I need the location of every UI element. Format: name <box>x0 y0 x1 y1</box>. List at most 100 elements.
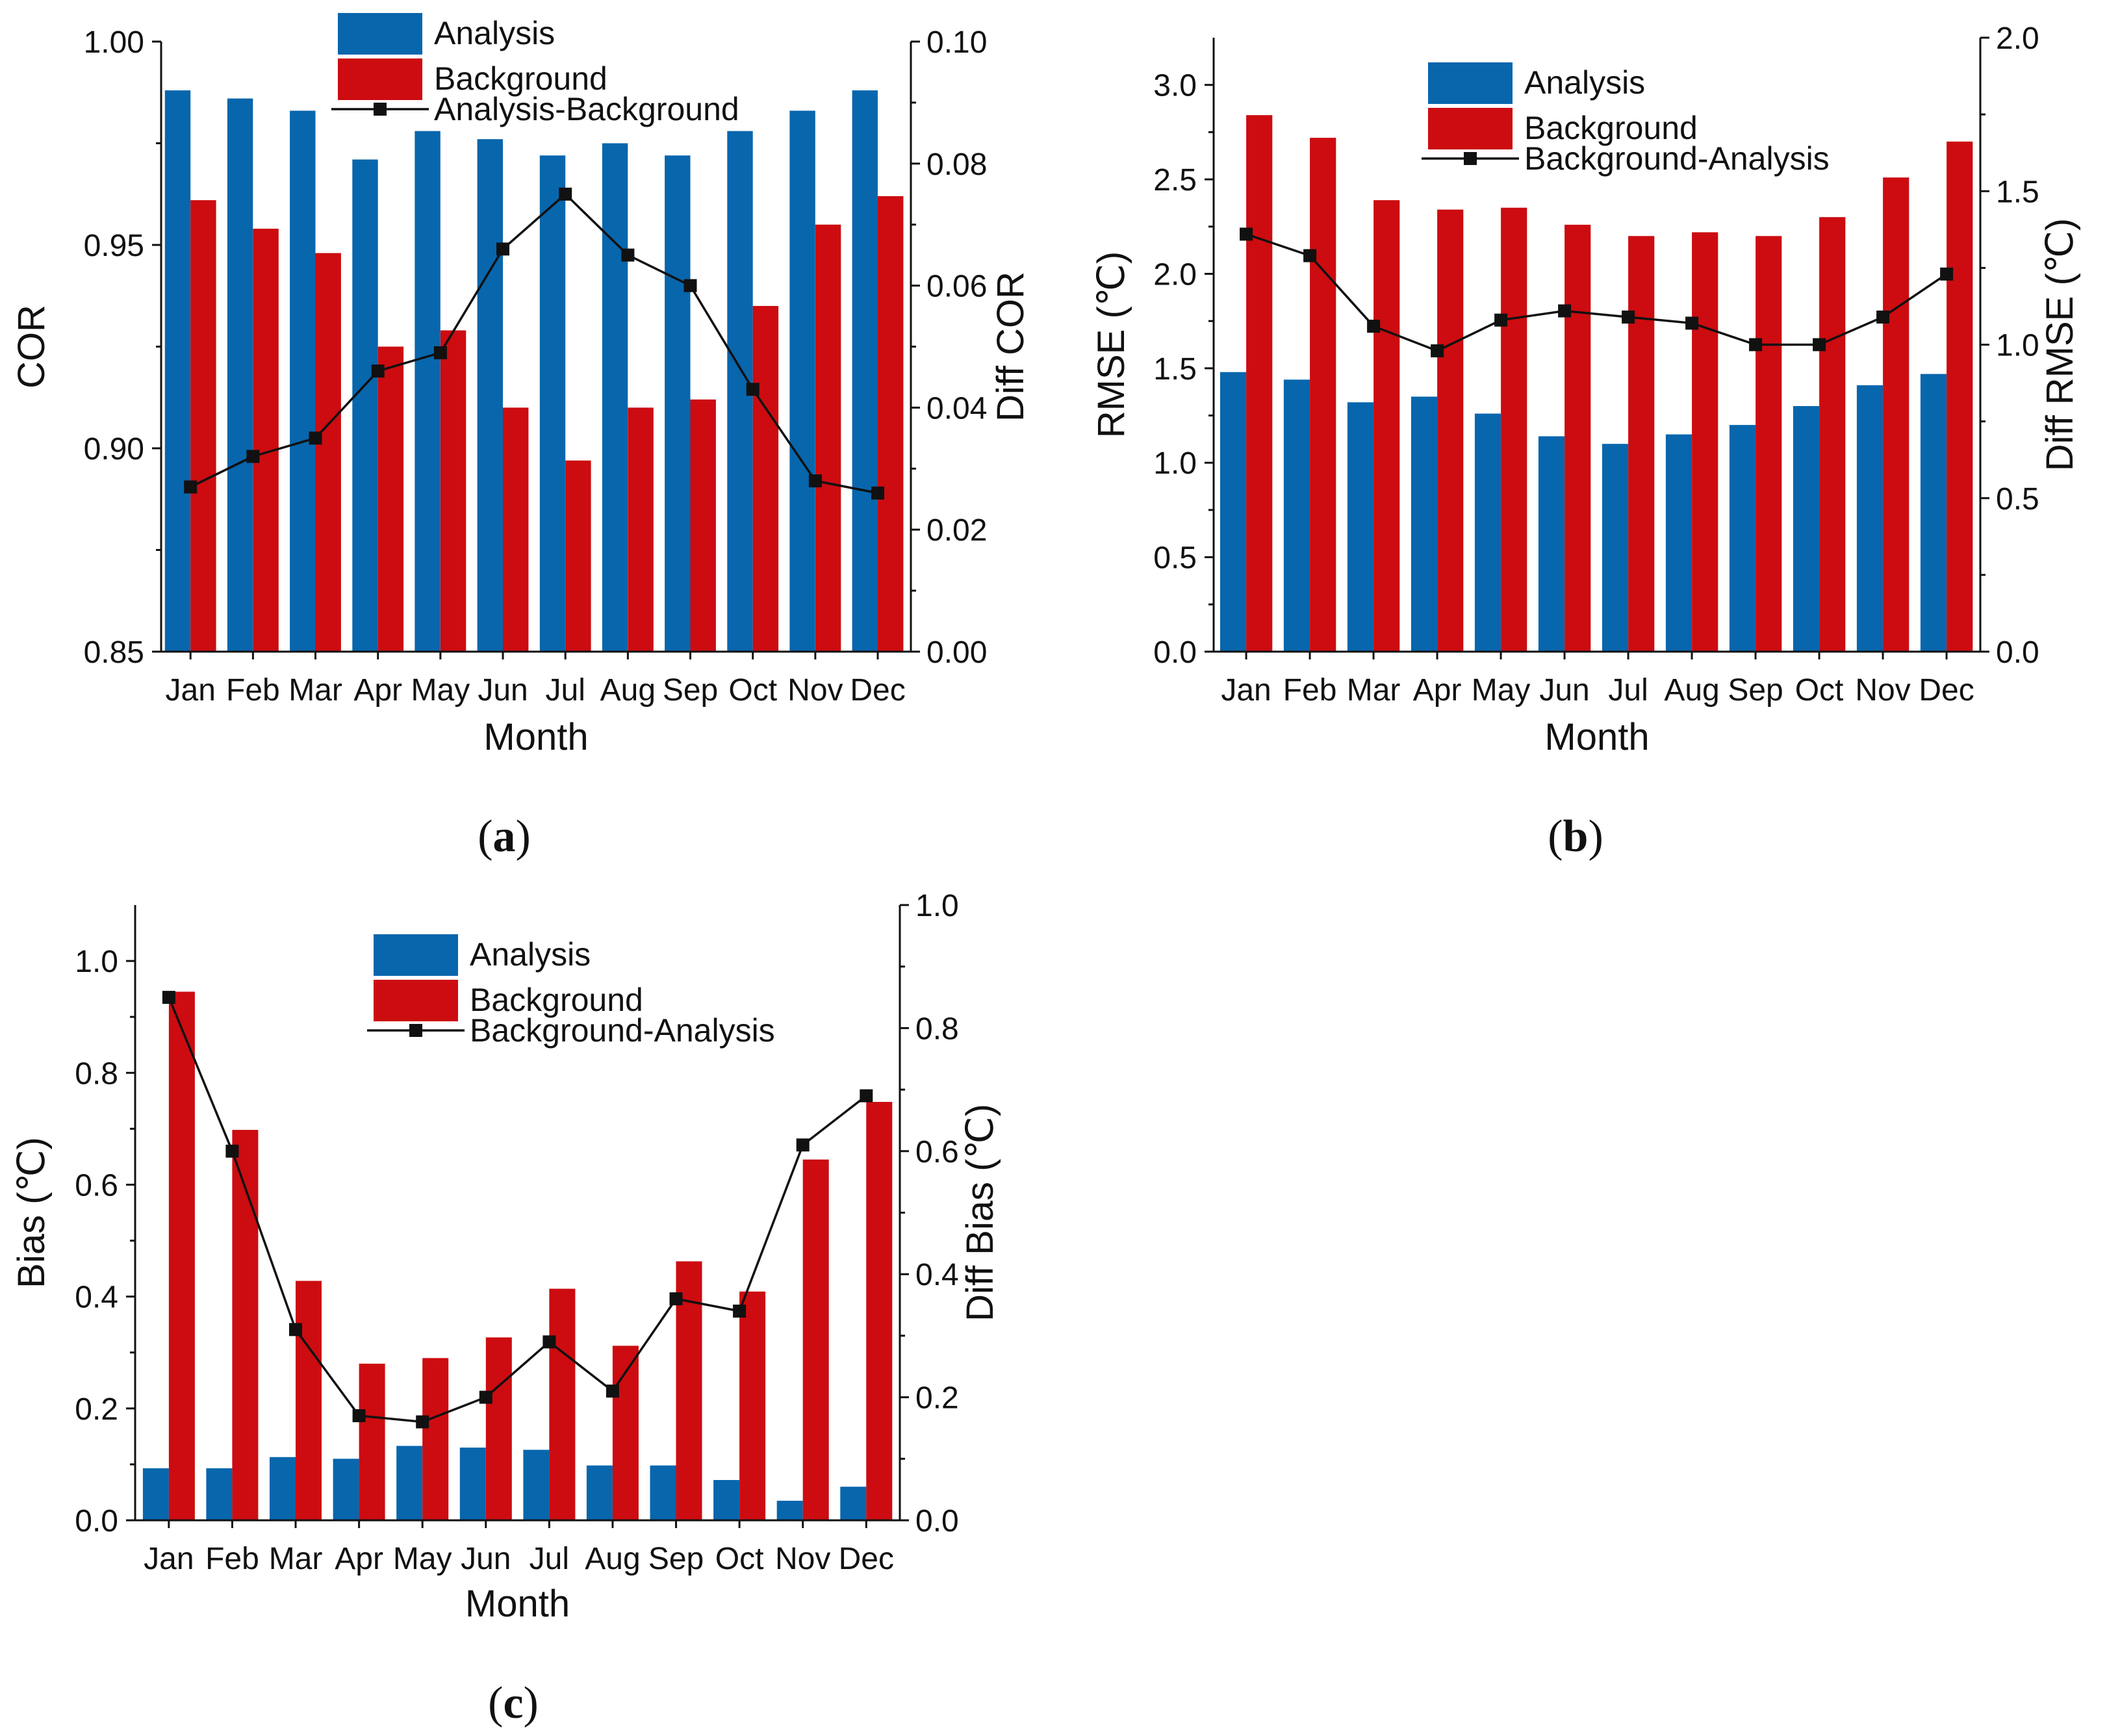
diff-marker-aug <box>1685 316 1699 330</box>
bar-background-may <box>440 330 466 652</box>
right-tick-label: 0.06 <box>926 270 987 304</box>
bar-analysis-oct <box>713 1480 740 1520</box>
x-tick-label: Oct <box>715 1542 764 1576</box>
panel-label-letter: c <box>503 1678 523 1728</box>
x-tick-label: Nov <box>775 1542 830 1576</box>
bar-background-oct <box>1819 217 1846 652</box>
bar-background-feb <box>232 1130 259 1520</box>
diff-marker-nov <box>1876 311 1890 324</box>
legend-swatch-analysis <box>338 13 422 55</box>
y-axis-title: RMSE (℃) <box>1090 251 1132 438</box>
legend-label: Background <box>434 60 607 97</box>
legend-label: Analysis <box>434 15 555 51</box>
right-tick-label: 1.5 <box>1996 175 2039 209</box>
bar-analysis-apr <box>1411 396 1438 652</box>
bar-analysis-dec <box>852 90 878 652</box>
diff-marker-mar <box>309 431 322 445</box>
x-tick-label: Apr <box>335 1542 383 1576</box>
bar-analysis-mar <box>290 110 316 652</box>
x-tick-label: Feb <box>226 673 280 708</box>
bar-background-may <box>422 1358 449 1520</box>
panel-label-letter: b <box>1563 811 1589 862</box>
bar-background-may <box>1501 207 1527 652</box>
x-tick-label: Jan <box>1221 673 1271 708</box>
right-tick-label: 2.0 <box>1996 21 2039 56</box>
bar-analysis-jan <box>164 90 191 652</box>
right-tick-label: 0.2 <box>915 1381 959 1416</box>
bar-analysis-nov <box>776 1500 803 1520</box>
diff-marker-apr <box>1431 344 1444 357</box>
right-tick-label: 0.08 <box>926 147 987 182</box>
bar-background-jun <box>485 1337 512 1520</box>
legend-marker-swatch <box>1464 152 1477 165</box>
diff-marker-mar <box>1367 320 1381 333</box>
right-tick-label: 0.0 <box>915 1504 959 1538</box>
y-axis-title-right: Diff RMSE (℃) <box>2039 218 2081 472</box>
left-tick-label: 0.85 <box>84 635 144 670</box>
bar-analysis-sep <box>650 1465 676 1520</box>
bar-background-dec <box>1947 141 1973 652</box>
left-tick-label: 3.0 <box>1153 69 1197 103</box>
bar-analysis-dec <box>840 1487 867 1520</box>
x-axis-title: Month <box>483 716 588 758</box>
bar-analysis-sep <box>665 155 691 652</box>
chart-panel-a: 0.85 0.90 0.95 1.00 0.00 0.02 0.04 0.06 0.08 0.10… <box>10 13 1032 862</box>
diff-marker-oct <box>1813 338 1826 351</box>
bar-analysis-feb <box>1283 379 1310 652</box>
bar-background-apr <box>377 346 404 652</box>
bar-background-apr <box>1437 209 1464 652</box>
diff-marker-may <box>416 1415 429 1429</box>
diff-marker-mar <box>289 1323 302 1336</box>
panel-label-close: ) <box>516 811 531 862</box>
left-tick-label: 0.95 <box>84 229 144 263</box>
diff-line <box>190 192 878 494</box>
x-tick-label: Oct <box>1795 673 1844 708</box>
y-axis-title-right: Diff Bias (℃) <box>959 1104 1001 1321</box>
x-tick-label: Jul <box>1608 673 1648 708</box>
bar-background-dec <box>866 1102 893 1520</box>
bar-analysis-nov <box>1856 385 1884 652</box>
diff-marker-dec <box>860 1089 873 1103</box>
right-tick-label: 0.5 <box>1996 482 2039 517</box>
right-tick-label: 0.04 <box>926 391 987 426</box>
left-tick-label: 1.00 <box>84 25 144 60</box>
x-tick-label: Apr <box>1413 673 1462 708</box>
diff-marker-jun <box>1558 304 1572 318</box>
left-tick-label: 1.0 <box>75 945 118 979</box>
bar-analysis-aug <box>1665 434 1692 652</box>
x-tick-label: Nov <box>787 673 843 708</box>
legend-label: Analysis <box>470 936 591 973</box>
x-tick-label: Jul <box>546 673 585 708</box>
x-tick-label: Dec <box>839 1542 894 1576</box>
diff-marker-nov <box>796 1138 810 1152</box>
x-tick-label: Mar <box>269 1542 323 1576</box>
bar-background-jun <box>1564 224 1591 652</box>
x-tick-label: Nov <box>1855 673 1910 708</box>
bar-analysis-dec <box>1920 374 1947 652</box>
diff-marker-may <box>1494 313 1508 327</box>
x-tick-label: Apr <box>353 673 402 708</box>
right-tick-label: 0.10 <box>926 25 987 60</box>
diff-marker-feb <box>225 1144 239 1158</box>
legend-marker-swatch <box>374 103 387 116</box>
diff-line <box>1245 233 1948 352</box>
x-tick-label: Jun <box>1539 673 1589 708</box>
bar-background-feb <box>1310 138 1336 652</box>
x-tick-label: Sep <box>648 1542 704 1576</box>
legend-label: Background <box>1524 110 1698 146</box>
bar-background-mar <box>296 1281 322 1520</box>
x-tick-label: Dec <box>850 673 905 708</box>
x-tick-label: Sep <box>1728 673 1783 708</box>
left-tick-label: 1.0 <box>1153 446 1197 481</box>
diff-marker-nov <box>808 474 822 488</box>
bar-background-mar <box>315 253 341 652</box>
left-tick-label: 0.0 <box>75 1504 118 1538</box>
diff-marker-aug <box>606 1385 619 1398</box>
bar-background-aug <box>628 407 654 652</box>
y-axis-title-right: Diff COR <box>990 272 1032 422</box>
diff-marker-jul <box>559 187 572 201</box>
bar-analysis-apr <box>333 1459 359 1520</box>
diff-marker-oct <box>733 1305 747 1318</box>
bar-analysis-jun <box>477 139 503 652</box>
